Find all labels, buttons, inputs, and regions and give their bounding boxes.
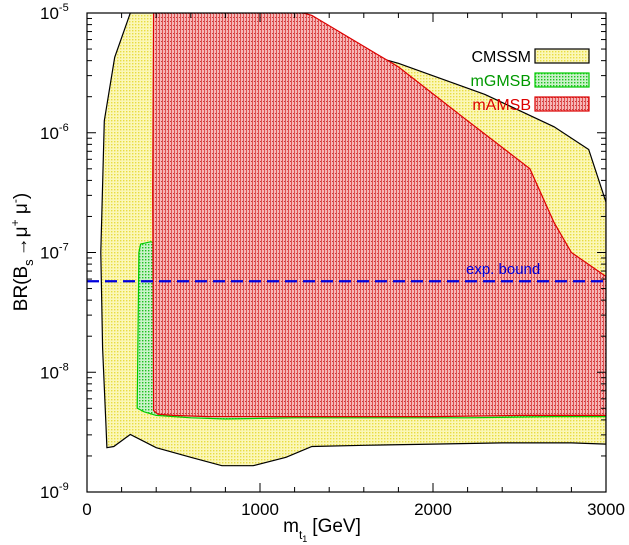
legend-label-mamsb: mAMSB bbox=[472, 97, 531, 114]
ticks-layer bbox=[86, 13, 607, 493]
region-mamsb bbox=[152, 13, 606, 418]
x-axis-label: mt1[GeV] bbox=[283, 516, 361, 544]
y-tick-label: 10-9 bbox=[40, 481, 69, 502]
x-tick-label: 3000 bbox=[587, 500, 625, 519]
legend-label-cmssm: CMSSM bbox=[471, 49, 531, 66]
y-tick-labels: 10-5 10-6 10-7 10-8 10-9 bbox=[40, 2, 69, 502]
legend: CMSSM mGMSB mAMSB bbox=[471, 48, 590, 114]
legend-swatch-cmssm bbox=[534, 48, 590, 64]
legend-label-mgmsb: mGMSB bbox=[471, 73, 531, 90]
legend-swatch-mgmsb bbox=[534, 72, 590, 88]
y-tick-label: 10-6 bbox=[40, 122, 69, 143]
y-axis-label: BR(Bs→μ+ μ-) bbox=[8, 193, 36, 311]
y-tick-label: 10-8 bbox=[40, 361, 69, 382]
regions-layer bbox=[100, 13, 606, 467]
x-tick-labels: 0 1000 2000 3000 bbox=[82, 500, 625, 519]
legend-swatch-mamsb bbox=[534, 96, 590, 112]
exp-bound-label: exp. bound bbox=[466, 261, 540, 278]
y-tick-label: 10-5 bbox=[40, 2, 69, 23]
x-tick-label: 2000 bbox=[414, 500, 452, 519]
x-tick-label: 0 bbox=[82, 500, 91, 519]
y-tick-label: 10-7 bbox=[40, 242, 69, 263]
x-tick-label: 1000 bbox=[241, 500, 279, 519]
